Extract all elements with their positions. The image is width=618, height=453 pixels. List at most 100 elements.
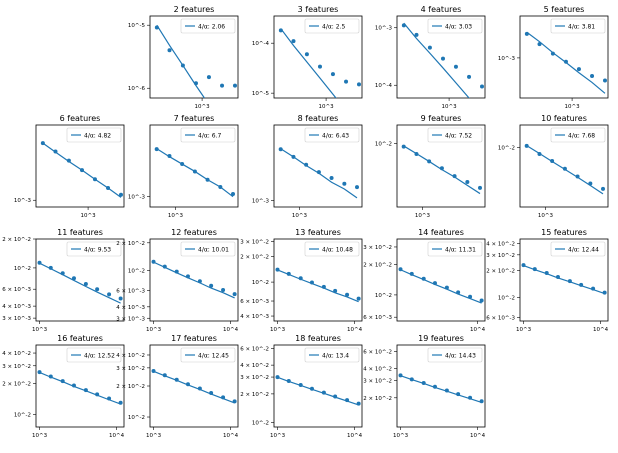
y-tick-label: 10^-3 xyxy=(14,198,32,204)
data-point xyxy=(309,280,314,285)
fit-line xyxy=(277,376,359,406)
y-tick-label: 10^-3 xyxy=(375,26,393,32)
data-point xyxy=(221,395,226,400)
data-point xyxy=(602,78,607,83)
data-point xyxy=(48,265,53,270)
data-point xyxy=(83,388,88,393)
y-tick-label: 3 × 10^-2 xyxy=(2,364,31,370)
legend-label: 4/α: 11.31 xyxy=(445,247,476,254)
legend: 4/α: 4.82 xyxy=(66,127,122,143)
x-tick-label: 10^4 xyxy=(593,327,609,333)
data-point xyxy=(92,177,97,182)
x-tick-label: 10^3 xyxy=(146,433,162,439)
data-point xyxy=(602,290,607,295)
data-point xyxy=(316,170,321,175)
subplot-14: 15 features 10^3 10^4 4 × 10^-2 3 × 10^-2 2 ×… xyxy=(486,228,608,333)
x-tick-label: 10^3 xyxy=(195,104,211,110)
y-tick-label: 3 × 10^-2 xyxy=(363,245,392,251)
subplot-8: 9 features 10^3 10^-2 4/α: 7.52 xyxy=(375,114,486,219)
y-tick-label: 10^-2 xyxy=(252,421,269,427)
data-point xyxy=(286,378,291,383)
data-point xyxy=(66,158,71,163)
data-point xyxy=(192,169,197,174)
legend-label: 4/α: 12.45 xyxy=(198,353,229,360)
x-tick-label: 10^3 xyxy=(32,327,48,333)
data-point xyxy=(60,379,65,384)
data-point xyxy=(232,292,237,297)
legend-box xyxy=(180,241,236,257)
data-point xyxy=(298,382,303,387)
data-point xyxy=(432,281,437,286)
data-point xyxy=(356,296,361,301)
plot-area xyxy=(278,147,359,199)
y-tick-label: 3 × 10^-2 xyxy=(363,379,392,385)
data-point xyxy=(278,147,283,152)
subplot-13: 14 features 10^4 3 × 10^-2 2 × 10^-2 10^-2 6 … xyxy=(363,228,485,333)
data-point xyxy=(333,394,338,399)
data-point xyxy=(414,32,419,37)
legend-box xyxy=(427,127,483,143)
x-tick-label: 10^4 xyxy=(223,327,239,333)
subplot-15: 16 features 10^3 10^4 4 × 10^-2 3 × 10^-2 2 ×… xyxy=(2,334,124,439)
y-tick-label: 4 × 10^-3 xyxy=(240,314,269,320)
legend-box xyxy=(304,241,360,257)
axes-frame xyxy=(273,238,363,322)
plot-area xyxy=(275,267,361,303)
data-point xyxy=(524,143,529,148)
y-tick-label: 3 × 10^-3 xyxy=(2,316,31,322)
plot-area xyxy=(154,24,237,98)
data-point xyxy=(209,391,214,396)
y-tick-label: 4 × 10^-2 xyxy=(486,242,515,248)
data-point xyxy=(154,147,159,152)
legend: 4/α: 12.44 xyxy=(550,241,606,257)
x-tick-label: 10^3 xyxy=(538,213,554,219)
x-tick-label: 10^3 xyxy=(565,104,581,110)
y-tick-label: 3 × 10^-2 xyxy=(240,239,269,245)
subplot-title: 13 features xyxy=(295,228,341,237)
data-point xyxy=(421,381,426,386)
data-point xyxy=(180,162,185,167)
axes-frame xyxy=(396,124,486,208)
data-point xyxy=(185,382,190,387)
data-point xyxy=(321,284,326,289)
y-tick-label: 10^-3 xyxy=(128,195,146,201)
legend: 4/α: 2.5 xyxy=(304,18,360,34)
data-point xyxy=(193,81,198,86)
data-point xyxy=(167,153,172,158)
plot-area xyxy=(37,370,123,405)
y-tick-label: 10^-2 xyxy=(252,280,269,286)
y-tick-label: 3 × 10^-2 xyxy=(240,375,269,381)
data-point xyxy=(555,274,560,279)
plot-area xyxy=(398,373,484,404)
legend-label: 4/α: 12.52 xyxy=(84,353,115,360)
y-tick-label: 6 × 10^-2 xyxy=(363,349,392,355)
axes-frame xyxy=(396,344,486,428)
legend: 4/α: 11.31 xyxy=(427,241,483,257)
data-point xyxy=(414,152,419,157)
data-point xyxy=(456,290,461,295)
x-tick-label: 10^3 xyxy=(415,213,431,219)
data-point xyxy=(275,375,280,380)
subplot-11: 12 features 10^3 10^4 2 × 10^-2 10^-2 6 × 10^… xyxy=(116,228,238,333)
y-tick-label: 3 × 10^-2 xyxy=(116,366,145,372)
axes-frame xyxy=(519,124,609,208)
data-point xyxy=(421,276,426,281)
legend-label: 4/α: 10.48 xyxy=(322,247,353,254)
subplot-17: 18 features 10^3 10^4 6 × 10^-2 4 × 10^-2 3 ×… xyxy=(240,334,362,439)
axes-frame xyxy=(35,238,125,322)
data-point xyxy=(356,401,361,406)
data-point xyxy=(444,285,449,290)
data-point xyxy=(453,64,458,69)
fit-line xyxy=(280,28,337,98)
data-point xyxy=(151,368,156,373)
subplot-title: 18 features xyxy=(295,334,341,343)
y-tick-label: 6 × 10^-3 xyxy=(486,316,515,322)
axes-frame xyxy=(35,124,125,208)
x-tick-label: 10^3 xyxy=(168,213,184,219)
plot-area xyxy=(524,31,607,94)
subplot-title: 15 features xyxy=(541,228,587,237)
data-point xyxy=(356,82,361,87)
subplot-7: 8 features 10^3 10^-3 4/α: 6.43 xyxy=(252,114,363,219)
y-tick-label: 6 × 10^-3 xyxy=(240,299,269,305)
subplot-10: 11 features 10^3 2 × 10^-2 10^-2 6 × 10^-3 4 … xyxy=(2,228,125,333)
